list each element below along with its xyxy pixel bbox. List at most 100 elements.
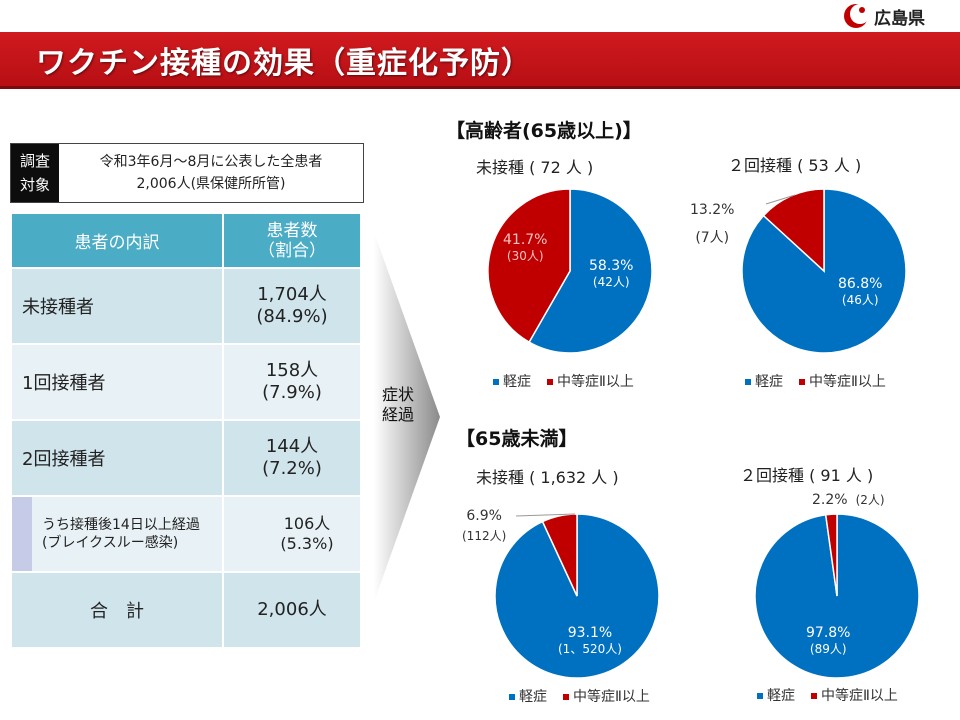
legend-item-mild: 軽症 [757, 685, 795, 705]
legend: 軽症 中等症Ⅱ以上 [493, 371, 634, 391]
page-title: ワクチン接種の効果（重症化予防） [36, 46, 532, 81]
legend-item-mild: 軽症 [509, 686, 547, 706]
legend-text: 軽症 [519, 689, 547, 705]
slice-pct: 86.8% [838, 276, 883, 292]
slice-pct: 93.1% [567, 625, 613, 641]
header-count-line1: 患者数 [266, 220, 318, 241]
pie-chart-elderly-two-doses [741, 188, 907, 354]
row-count: 144人 (7.2%) [222, 419, 362, 497]
logo-text: 広島県 [874, 8, 925, 29]
pie-chart-elderly-unvaccinated [487, 188, 653, 354]
slice-count: (112人) [462, 529, 507, 543]
survey-label: 調査 対象 [11, 144, 59, 202]
slice-label: 2.2% (2人) [812, 492, 885, 508]
table-row: 1回接種者 158人 (7.9%) [10, 343, 362, 421]
slice-pct: 2.2% [812, 492, 848, 508]
arrow-label: 症状 経過 [382, 385, 414, 425]
legend-swatch [509, 694, 515, 700]
legend-swatch [563, 694, 569, 700]
table-row-sub: うち接種後14日以上経過 (ブレイクスルー感染) 106人 (5.3%) [10, 495, 362, 573]
slice-count: (30人) [506, 249, 544, 263]
legend-swatch [547, 379, 553, 385]
hiroshima-logo-icon [844, 4, 870, 28]
row-name-sub-line2: (ブレイクスルー感染) [42, 535, 179, 551]
legend-item-mild: 軽症 [493, 371, 531, 391]
slice-label: 97.8% (89人) [806, 625, 850, 657]
row-name: 未接種者 [10, 267, 224, 345]
survey-value-line1: 令和3年6月～8月に公表した全患者 [99, 154, 323, 170]
table-header-row: 患者の内訳 患者数 （割合） [10, 212, 362, 269]
pie-title: 未接種 ( 1,632 人 ) [476, 468, 619, 487]
row-name-sub-line1: うち接種後14日以上経過 [42, 517, 200, 533]
row-count: 158人 (7.9%) [222, 343, 362, 421]
row-name: 2回接種者 [10, 419, 224, 497]
progression-arrow-icon [374, 232, 440, 602]
patient-table: 患者の内訳 患者数 （割合） 未接種者 1,704人 (84.9%) 1回接種者… [10, 212, 362, 649]
survey-label-line2: 対象 [19, 176, 50, 194]
row-count-value: 144人 [265, 436, 319, 457]
pie-slice-moderate [824, 513, 838, 597]
slice-label: 58.3% (42人) [589, 258, 633, 290]
pie-chart-young-unvaccinated [494, 513, 660, 679]
title-bar: ワクチン接種の効果（重症化予防） [0, 32, 960, 89]
slice-pct: 41.7% [503, 232, 548, 248]
arrow-label-line2: 経過 [382, 405, 415, 424]
survey-value: 令和3年6月～8月に公表した全患者 2,006人(県保健所所管) [59, 144, 363, 202]
legend: 軽症 中等症Ⅱ以上 [745, 371, 886, 391]
row-count-value: 106人 [283, 514, 331, 533]
total-count: 2,006人 [222, 571, 362, 649]
pie-slice-mild [528, 188, 653, 354]
legend-swatch [745, 379, 751, 385]
table-row: 未接種者 1,704人 (84.9%) [10, 267, 362, 345]
slice-count: (2人) [855, 493, 885, 507]
slice-pct: 58.3% [589, 258, 634, 274]
legend-item-moderate: 中等症Ⅱ以上 [811, 685, 898, 705]
slice-pct: 97.8% [806, 625, 851, 641]
legend-swatch [757, 693, 763, 699]
header-count: 患者数 （割合） [222, 212, 362, 269]
slice-label: 41.7% (30人) [503, 232, 547, 264]
section-young-title: 【65歳未満】 [456, 428, 578, 450]
pie-title: 未接種 ( 72 人 ) [476, 158, 594, 177]
total-label: 合 計 [10, 571, 224, 649]
legend-swatch [811, 693, 817, 699]
header-count-line2: （割合） [258, 240, 326, 261]
row-name-sub: うち接種後14日以上経過 (ブレイクスルー感染) [10, 495, 224, 573]
survey-label-line1: 調査 [19, 152, 50, 170]
header-breakdown: 患者の内訳 [10, 212, 224, 269]
legend-text: 中等症Ⅱ以上 [821, 688, 898, 704]
legend-text: 中等症Ⅱ以上 [809, 374, 886, 390]
slice-label: 86.8% (46人) [838, 276, 882, 308]
legend: 軽症 中等症Ⅱ以上 [757, 685, 898, 705]
arrow-label-line1: 症状 [382, 385, 415, 404]
slice-count: (89人) [809, 642, 847, 656]
survey-value-line2: 2,006人(県保健所所管) [136, 176, 286, 192]
slice-count: (46人) [841, 293, 879, 307]
pie-chart-young-two-doses [754, 513, 920, 679]
leader-line [765, 194, 796, 205]
section-elderly-title: 【高齢者(65歳以上)】 [446, 120, 642, 142]
slice-pct: 13.2% [690, 202, 735, 218]
row-count-pct: (7.9%) [262, 382, 322, 403]
pie-slice-moderate [541, 513, 578, 597]
table-row: 2回接種者 144人 (7.2%) [10, 419, 362, 497]
legend-text: 軽症 [767, 688, 795, 704]
row-count-value: 158人 [265, 360, 319, 381]
slice-label: 6.9% (112人) [462, 506, 506, 546]
row-name: 1回接種者 [10, 343, 224, 421]
pie-title: ２回接種 ( 53 人 ) [728, 156, 862, 175]
legend-item-moderate: 中等症Ⅱ以上 [547, 371, 634, 391]
legend-item-mild: 軽症 [745, 371, 783, 391]
row-count: 1,704人 (84.9%) [222, 267, 362, 345]
table-total-row: 合 計 2,006人 [10, 571, 362, 649]
legend: 軽症 中等症Ⅱ以上 [509, 686, 650, 706]
row-count-pct: (5.3%) [280, 534, 334, 553]
row-count-pct: (7.2%) [262, 458, 322, 479]
legend-text: 中等症Ⅱ以上 [557, 374, 634, 390]
logo: 広島県 [842, 2, 925, 30]
survey-box: 調査 対象 令和3年6月～8月に公表した全患者 2,006人(県保健所所管) [10, 143, 364, 203]
slice-pct: 6.9% [466, 508, 502, 524]
legend-swatch [799, 379, 805, 385]
slice-count: (1、520人) [558, 642, 622, 656]
